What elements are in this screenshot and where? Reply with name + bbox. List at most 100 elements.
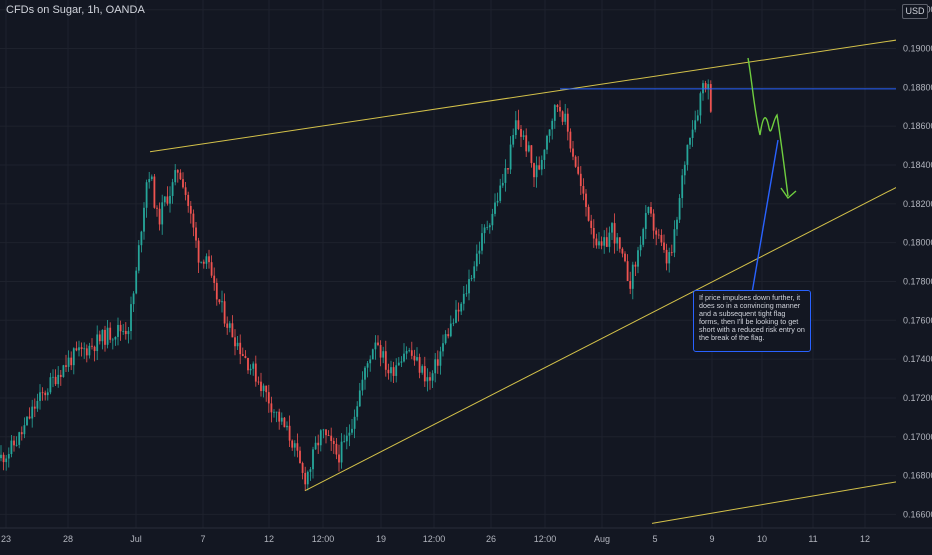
- candle-body: [382, 351, 385, 358]
- candle-body: [522, 135, 525, 137]
- candle-body: [663, 242, 665, 250]
- currency-badge[interactable]: USD: [902, 4, 928, 19]
- candle-body: [436, 359, 439, 366]
- candle-body: [49, 377, 52, 393]
- candle-body: [366, 363, 369, 368]
- candle-body: [215, 282, 218, 300]
- candle-body: [221, 301, 223, 303]
- candle-body: [288, 425, 291, 441]
- time-tick-label: 12:00: [423, 534, 446, 544]
- candle-body: [676, 219, 678, 230]
- candle-body: [319, 430, 322, 446]
- candle-body: [213, 275, 216, 283]
- candle-body: [130, 304, 132, 332]
- candle-body: [517, 120, 520, 129]
- candle-body: [530, 145, 533, 164]
- annotation-note[interactable]: If price impulses down further, it does …: [693, 290, 811, 352]
- time-tick-label: Jul: [130, 534, 142, 544]
- candle-body: [707, 84, 710, 90]
- time-axis[interactable]: 23 28 Jul 7 12 12:00 19 12:00 26 12:00 Aug 5 9 10 11 12: [0, 527, 932, 544]
- candle-body: [468, 279, 470, 294]
- candle-body: [598, 241, 600, 246]
- candle-body: [379, 345, 382, 358]
- candle-body: [278, 411, 281, 422]
- chart-title: CFDs on Sugar, 1h, OANDA: [6, 4, 145, 16]
- candle-body: [556, 105, 559, 108]
- candle-body: [10, 440, 13, 455]
- projection-path: [747, 57, 789, 197]
- candle-body: [249, 368, 252, 371]
- candle-body: [106, 327, 109, 345]
- candle-body: [327, 435, 330, 437]
- candle-body: [72, 348, 75, 366]
- candle-body: [496, 200, 499, 203]
- candle-body: [548, 129, 551, 136]
- candle-body: [483, 227, 486, 234]
- candle-body: [650, 207, 652, 214]
- candle-body: [179, 172, 182, 180]
- candle-body: [241, 354, 244, 356]
- candle-body: [494, 202, 496, 214]
- candle-body: [561, 111, 564, 122]
- candle-body: [169, 195, 171, 204]
- candle-body: [273, 411, 275, 413]
- time-tick-label: 5: [652, 534, 657, 544]
- candle-body: [351, 428, 353, 433]
- candle-body: [660, 235, 663, 243]
- candle-body: [132, 293, 135, 305]
- candle-body: [709, 84, 712, 112]
- annotation-connector: [751, 139, 779, 294]
- candle-body: [330, 435, 333, 441]
- candle-body: [618, 237, 621, 249]
- candle-body: [205, 256, 208, 264]
- candle-body: [244, 355, 247, 359]
- candle-body: [611, 223, 613, 233]
- candle-body: [182, 179, 184, 188]
- candle-body: [416, 357, 418, 361]
- wedge-lower: [304, 168, 932, 492]
- candle-body: [369, 359, 372, 364]
- candle-body: [670, 252, 673, 253]
- candle-body: [114, 336, 117, 340]
- candle-body: [358, 390, 361, 407]
- candle-body: [202, 261, 205, 264]
- candle-body: [109, 327, 112, 340]
- candle-body: [166, 196, 169, 204]
- candle-body: [33, 406, 36, 409]
- candle-body: [200, 261, 203, 263]
- candle-body: [668, 252, 671, 264]
- candle-body: [400, 361, 403, 363]
- candle-body: [616, 237, 619, 244]
- candle-body: [338, 454, 340, 463]
- candle-body: [75, 348, 78, 351]
- candle-body: [486, 227, 489, 229]
- candle-body: [306, 471, 309, 485]
- trendlines[interactable]: [149, 34, 932, 524]
- candle-body: [28, 416, 31, 419]
- time-tick-label: 11: [808, 534, 817, 544]
- candle-body: [543, 149, 546, 160]
- candle-body: [137, 245, 140, 271]
- candle-body: [475, 253, 478, 267]
- candle-body: [286, 425, 288, 428]
- candle-body: [590, 220, 593, 228]
- candle-body: [694, 120, 697, 130]
- grid: [0, 0, 896, 528]
- candle-body: [470, 278, 473, 280]
- candle-body: [13, 440, 15, 446]
- price-axis[interactable]: 0.192000.190000.188000.186000.184000.182…: [896, 0, 932, 550]
- candle-body: [192, 213, 195, 228]
- price-axis-bg: [896, 0, 932, 550]
- time-tick-label: 7: [200, 534, 205, 544]
- candle-body: [452, 322, 455, 324]
- candle-body: [410, 350, 413, 356]
- candle-body: [462, 293, 465, 304]
- candle-body: [686, 144, 689, 165]
- candle-body: [345, 435, 348, 442]
- candle-body: [699, 93, 702, 116]
